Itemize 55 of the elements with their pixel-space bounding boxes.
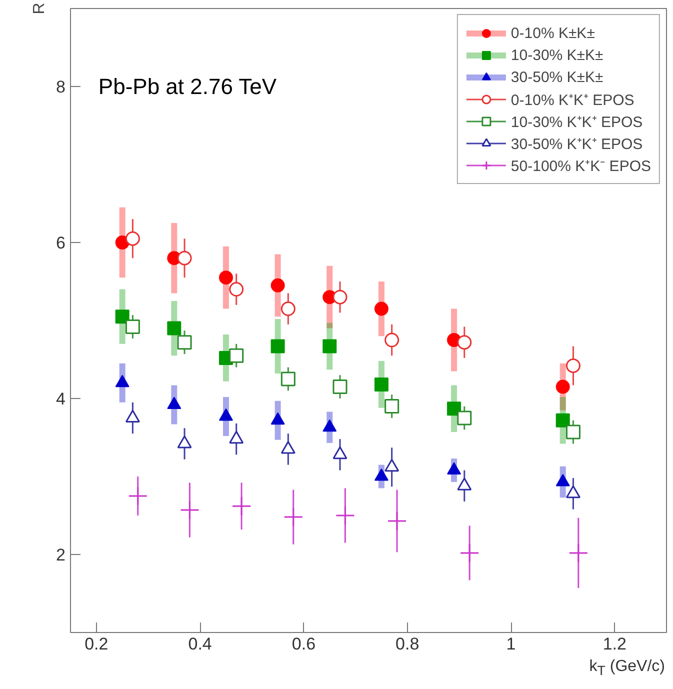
legend-label: 10-30% K⁺K⁺ EPOS: [510, 113, 643, 131]
point: [332, 380, 348, 394]
x-tick-label: 0.8: [396, 634, 420, 654]
x-axis-title: k$_{T}$ (GeV/c): [589, 657, 665, 680]
y-tick-label: 4: [56, 390, 66, 408]
point: [457, 410, 472, 426]
point: [322, 339, 337, 354]
x-tick-label: 1.2: [602, 634, 626, 654]
y-tick-label: 8: [56, 78, 66, 96]
point: [566, 358, 580, 373]
point: [447, 402, 462, 416]
x-tick-label: 0.4: [188, 634, 212, 654]
point: [125, 231, 140, 246]
point: [270, 278, 285, 292]
legend-label: 0-10% K⁺K⁺ EPOS: [510, 91, 634, 109]
legend-label: 30-50% K⁺K⁺ EPOS: [510, 135, 643, 153]
point: [457, 335, 472, 350]
point: [177, 335, 192, 350]
x-tick-label: 0.6: [292, 634, 316, 654]
point: [332, 290, 348, 304]
point: [335, 506, 355, 526]
point: [284, 507, 304, 527]
point: [218, 270, 233, 285]
x-tick-label: 0.2: [84, 634, 108, 654]
point: [384, 399, 400, 414]
point: [177, 250, 192, 266]
point: [115, 310, 130, 324]
annotation: Pb-Pb at 2.76 TeV: [98, 74, 277, 99]
point: [460, 543, 480, 563]
point: [556, 380, 570, 394]
legend-label: 0-10% K±K±: [510, 24, 595, 42]
y-tick-label: 2: [56, 546, 66, 564]
legend-label: 50-100% K⁺K⁻ EPOS: [510, 157, 651, 175]
point: [566, 424, 580, 440]
point: [167, 321, 182, 336]
point: [125, 319, 140, 334]
x-tick-label: 1: [506, 634, 516, 654]
y-tick-label: 6: [56, 234, 66, 252]
point: [556, 413, 570, 428]
point: [374, 302, 388, 316]
point: [280, 372, 296, 386]
point: [270, 339, 285, 354]
point: [128, 486, 148, 506]
point: [232, 496, 252, 516]
point: [384, 332, 400, 348]
point: [387, 511, 407, 531]
legend-label: 10-30% K±K±: [510, 46, 604, 64]
point: [180, 500, 200, 520]
point: [229, 348, 244, 363]
point: [280, 302, 296, 316]
y-axis-title: R: [31, 2, 48, 14]
point: [229, 282, 244, 297]
point: [374, 377, 388, 392]
point: [568, 543, 588, 563]
legend-label: 30-50% K±K±: [510, 68, 604, 86]
